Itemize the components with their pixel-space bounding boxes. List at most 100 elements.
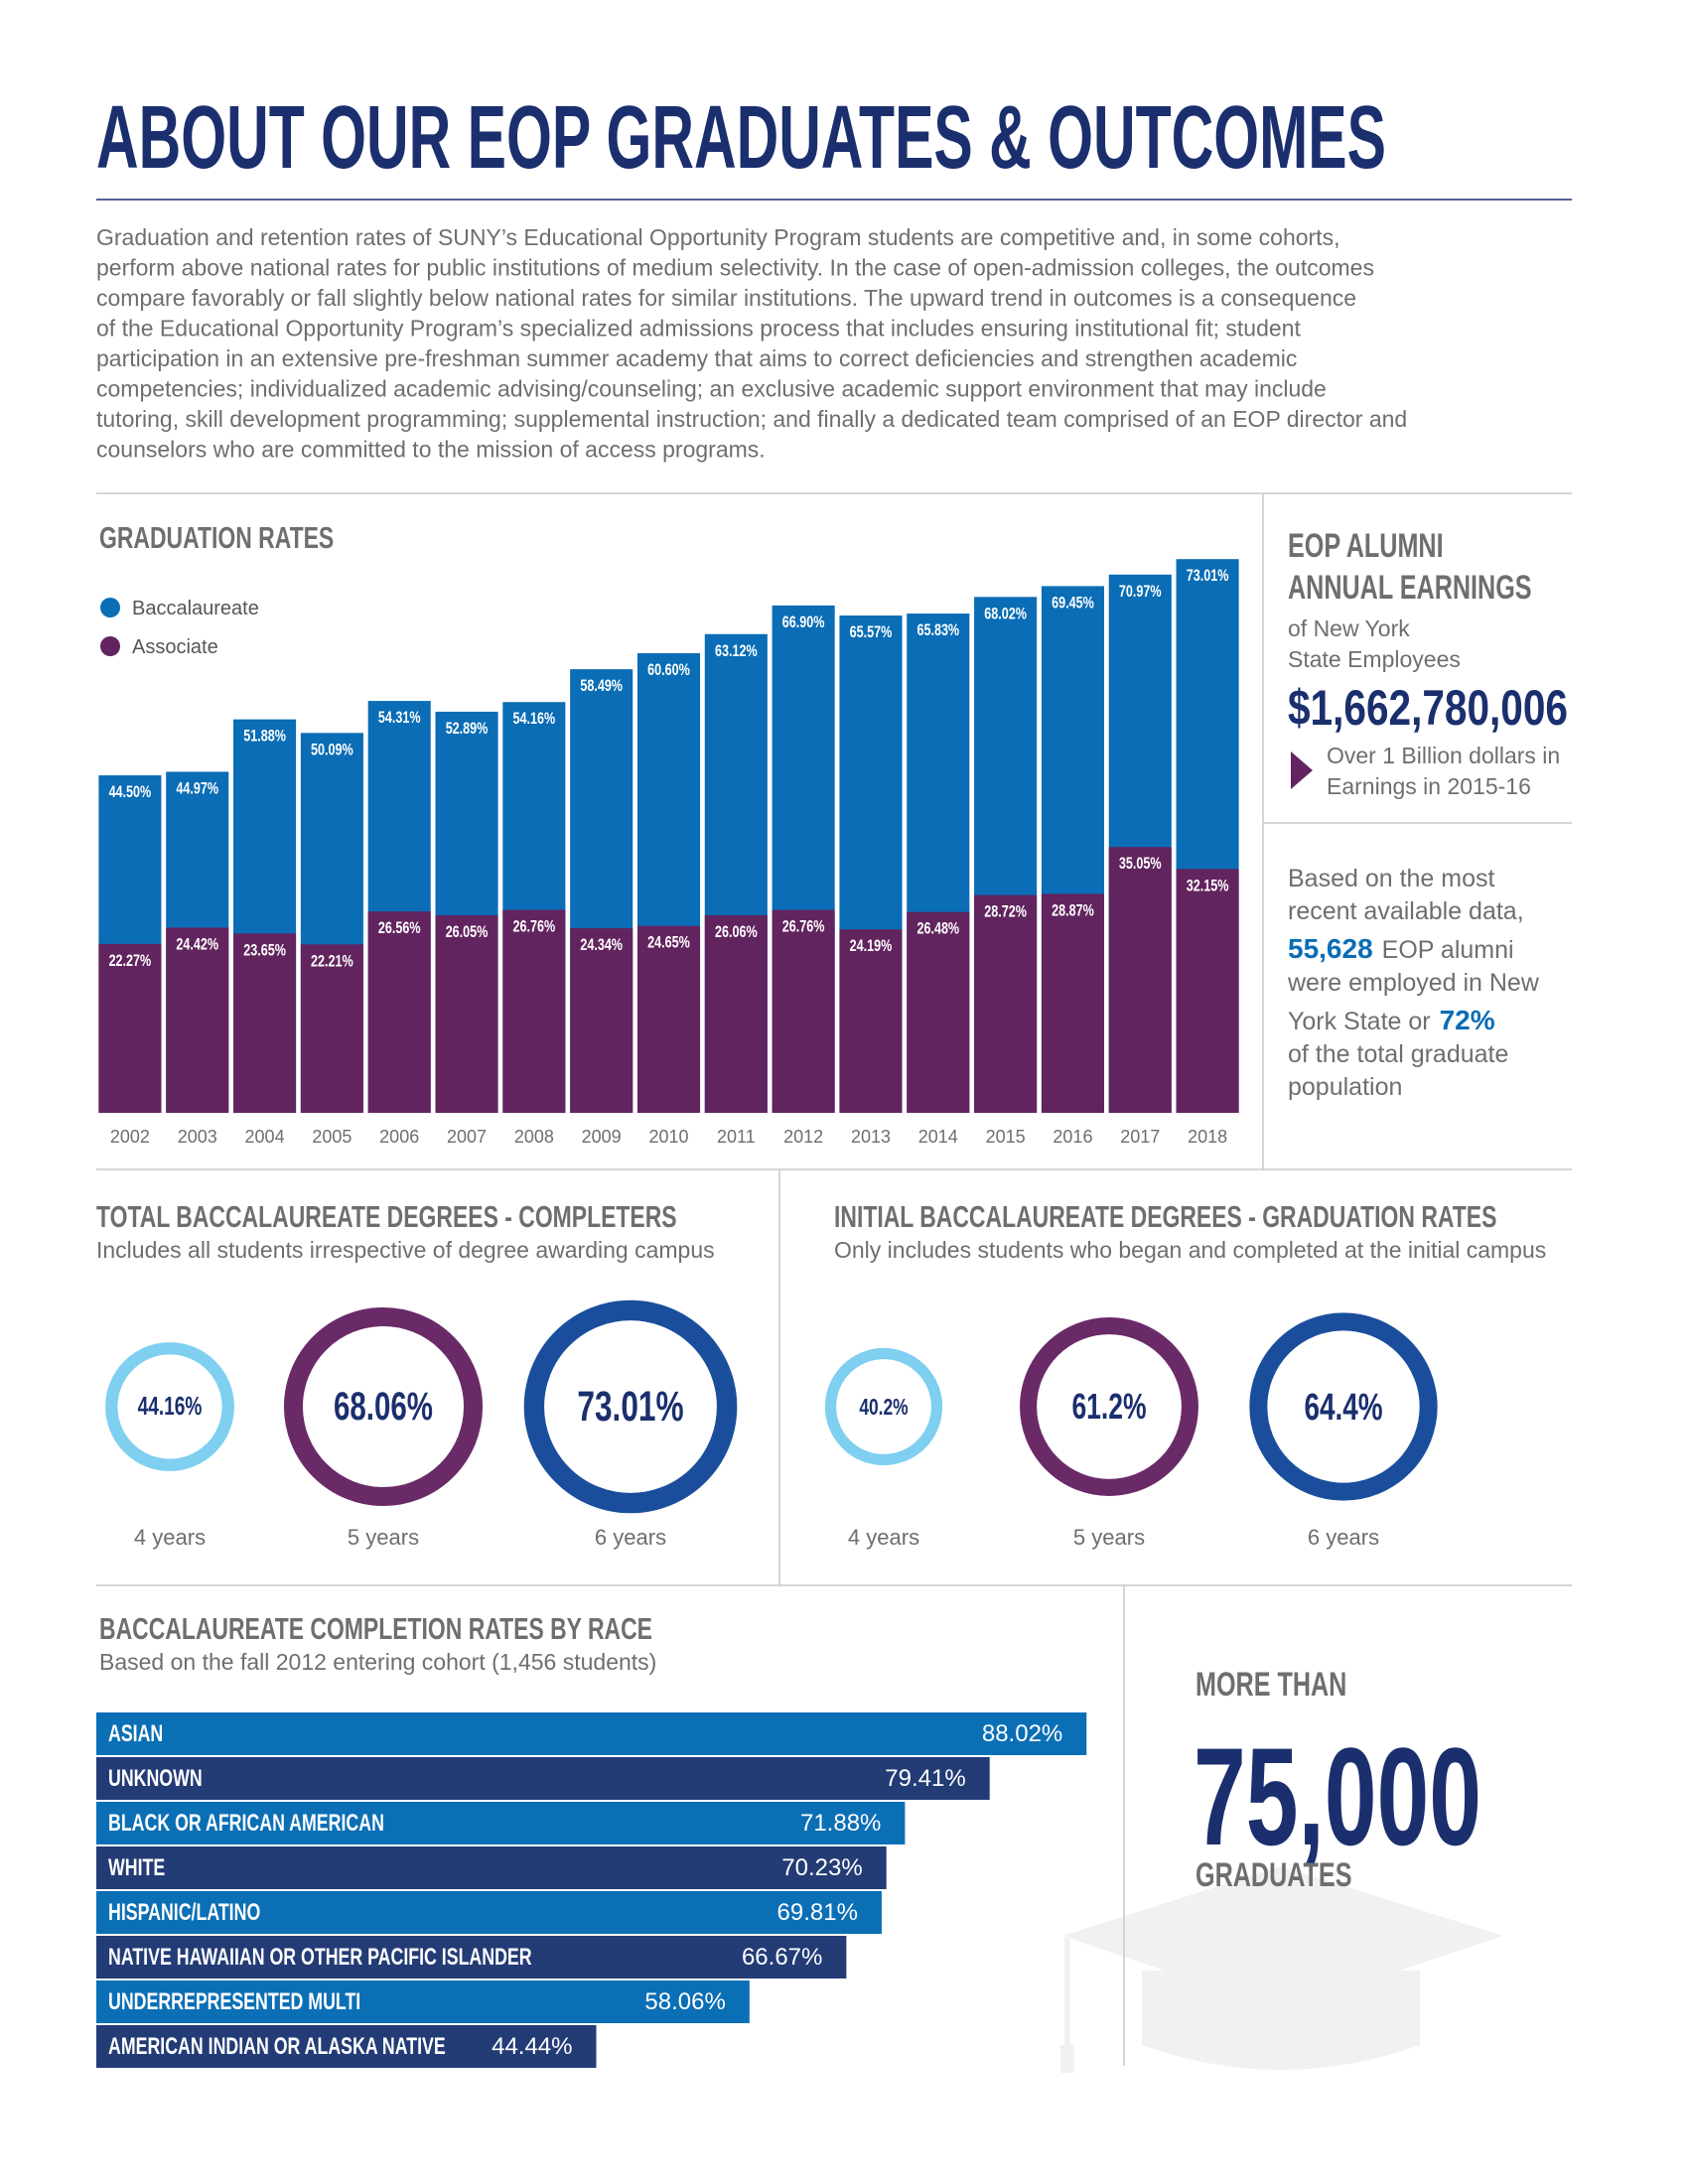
bar-value-label: 26.76% — [782, 917, 825, 936]
bar — [1108, 847, 1172, 1113]
bar-value-label: 66.67% — [742, 1944, 822, 1971]
x-tick-label: 2015 — [986, 1127, 1026, 1147]
intro-line: perform above national rates for public … — [96, 255, 1374, 281]
bar-category-label: ASIAN — [108, 1720, 163, 1747]
bar — [96, 1712, 1087, 1755]
bar-value-label: 22.27% — [109, 951, 152, 970]
ring-value-label: 64.4% — [1304, 1386, 1382, 1428]
bar-value-label: 24.65% — [647, 933, 690, 952]
ring-value-label: 40.2% — [859, 1394, 908, 1420]
earnings-note: Over 1 Billion dollars in — [1327, 743, 1560, 768]
bar — [704, 914, 768, 1113]
bar-value-label: 24.19% — [850, 936, 893, 955]
bar-value-label: 24.42% — [176, 934, 218, 953]
ring-category-label: 4 years — [848, 1525, 919, 1550]
ring — [105, 1342, 234, 1471]
x-tick-label: 2005 — [312, 1127, 352, 1147]
intro-line: competencies; individualized academic ad… — [96, 376, 1327, 402]
bar — [772, 909, 835, 1113]
x-tick-label: 2014 — [918, 1127, 958, 1147]
x-tick-label: 2013 — [851, 1127, 891, 1147]
graduation-cap — [1060, 1866, 1503, 2073]
bar — [435, 914, 498, 1113]
x-tick-label: 2009 — [582, 1127, 622, 1147]
bar-value-label: 70.97% — [1119, 582, 1162, 601]
bar — [233, 933, 297, 1113]
bar-value-label: 73.01% — [1187, 566, 1229, 585]
bar — [1176, 869, 1239, 1113]
bar — [300, 944, 363, 1113]
chart-subtitle: Only includes students who began and com… — [834, 1237, 1546, 1263]
x-tick-label: 2016 — [1053, 1127, 1092, 1147]
ring-category-label: 6 years — [595, 1525, 666, 1550]
chart-title: TOTAL BACCALAUREATE DEGREES - COMPLETERS — [96, 1199, 677, 1234]
bar-value-label: 58.06% — [644, 1988, 725, 2015]
intro-line: compare favorably or fall slightly below… — [96, 285, 1356, 311]
employment-text: EOP alumni — [1382, 936, 1514, 964]
earnings-subtitle: State Employees — [1288, 646, 1461, 672]
bar — [96, 2025, 597, 2068]
bar — [166, 927, 229, 1113]
bar-category-label: UNDERREPRESENTED MULTI — [108, 1988, 360, 2015]
bar-value-label: 65.83% — [916, 620, 959, 639]
bar-value-label: 26.48% — [916, 919, 959, 938]
earnings-note: Earnings in 2015-16 — [1327, 773, 1531, 799]
x-tick-label: 2006 — [379, 1127, 419, 1147]
ring-value-label: 68.06% — [334, 1385, 433, 1429]
employment-text: were employed in New — [1287, 969, 1540, 997]
bar-value-label: 71.88% — [800, 1810, 881, 1837]
bar-value-label: 22.21% — [311, 951, 353, 970]
graduates-panel: MORE THAN 75,000 GRADUATES — [1194, 1666, 1481, 1894]
bar-value-label: 24.34% — [580, 935, 623, 954]
bar-value-label: 52.89% — [446, 719, 489, 738]
bar-value-label: 70.23% — [781, 1854, 862, 1881]
bar-category-label: AMERICAN INDIAN OR ALASKA NATIVE — [108, 2033, 446, 2060]
x-tick-label: 2011 — [717, 1127, 756, 1147]
bar-category-label: BLACK OR AFRICAN AMERICAN — [108, 1810, 384, 1837]
bar-value-label: 23.65% — [243, 940, 286, 959]
employment-share: 72% — [1440, 1005, 1495, 1035]
intro-line: Graduation and retention rates of SUNY’s… — [96, 224, 1339, 250]
bar — [96, 1980, 750, 2023]
x-tick-label: 2007 — [447, 1127, 487, 1147]
chart-title: BACCALAUREATE COMPLETION RATES BY RACE — [99, 1611, 652, 1646]
ring — [283, 1306, 484, 1507]
bullet-triangle — [1291, 751, 1313, 789]
bar — [96, 1936, 847, 1979]
ring-category-label: 6 years — [1308, 1525, 1379, 1550]
x-tick-label: 2002 — [110, 1127, 150, 1147]
bar-value-label: 58.49% — [580, 676, 623, 695]
bar-value-label: 60.60% — [647, 660, 690, 679]
employment-text: population — [1288, 1073, 1402, 1101]
x-tick-label: 2008 — [514, 1127, 554, 1147]
chart-title: INITIAL BACCALAUREATE DEGREES - GRADUATI… — [834, 1199, 1496, 1234]
ring-value-label: 44.16% — [138, 1393, 203, 1421]
chart-subtitle: Includes all students irrespective of de… — [96, 1237, 715, 1263]
bar-value-label: 44.50% — [109, 782, 152, 801]
bar-value-label: 26.05% — [446, 922, 489, 941]
bar — [96, 1891, 882, 1934]
bar-value-label: 54.31% — [378, 708, 421, 727]
bar-value-label: 35.05% — [1119, 854, 1162, 873]
x-tick-label: 2018 — [1188, 1127, 1227, 1147]
bar — [974, 894, 1038, 1113]
bar-value-label: 44.44% — [492, 2033, 572, 2060]
legend-swatch — [100, 598, 120, 617]
bar-value-label: 28.72% — [984, 902, 1027, 921]
employment-panel: Based on the most recent available data,… — [1287, 865, 1540, 1101]
bar-value-label: 65.57% — [850, 622, 893, 641]
employment-text: Based on the most — [1288, 865, 1495, 892]
bar-value-label: 54.16% — [513, 709, 556, 728]
intro-line: counselors who are committed to the miss… — [96, 437, 766, 463]
bar-value-label: 44.97% — [176, 778, 218, 797]
bar-value-label: 26.76% — [513, 917, 556, 936]
bar-value-label: 26.56% — [378, 918, 421, 937]
ring-category-label: 5 years — [1073, 1525, 1145, 1550]
ring — [523, 1299, 738, 1514]
bar-value-label: 28.87% — [1052, 900, 1094, 919]
legend-label: Associate — [132, 636, 218, 658]
x-tick-label: 2004 — [245, 1127, 285, 1147]
ring — [1020, 1317, 1198, 1496]
ring-category-label: 5 years — [348, 1525, 419, 1550]
